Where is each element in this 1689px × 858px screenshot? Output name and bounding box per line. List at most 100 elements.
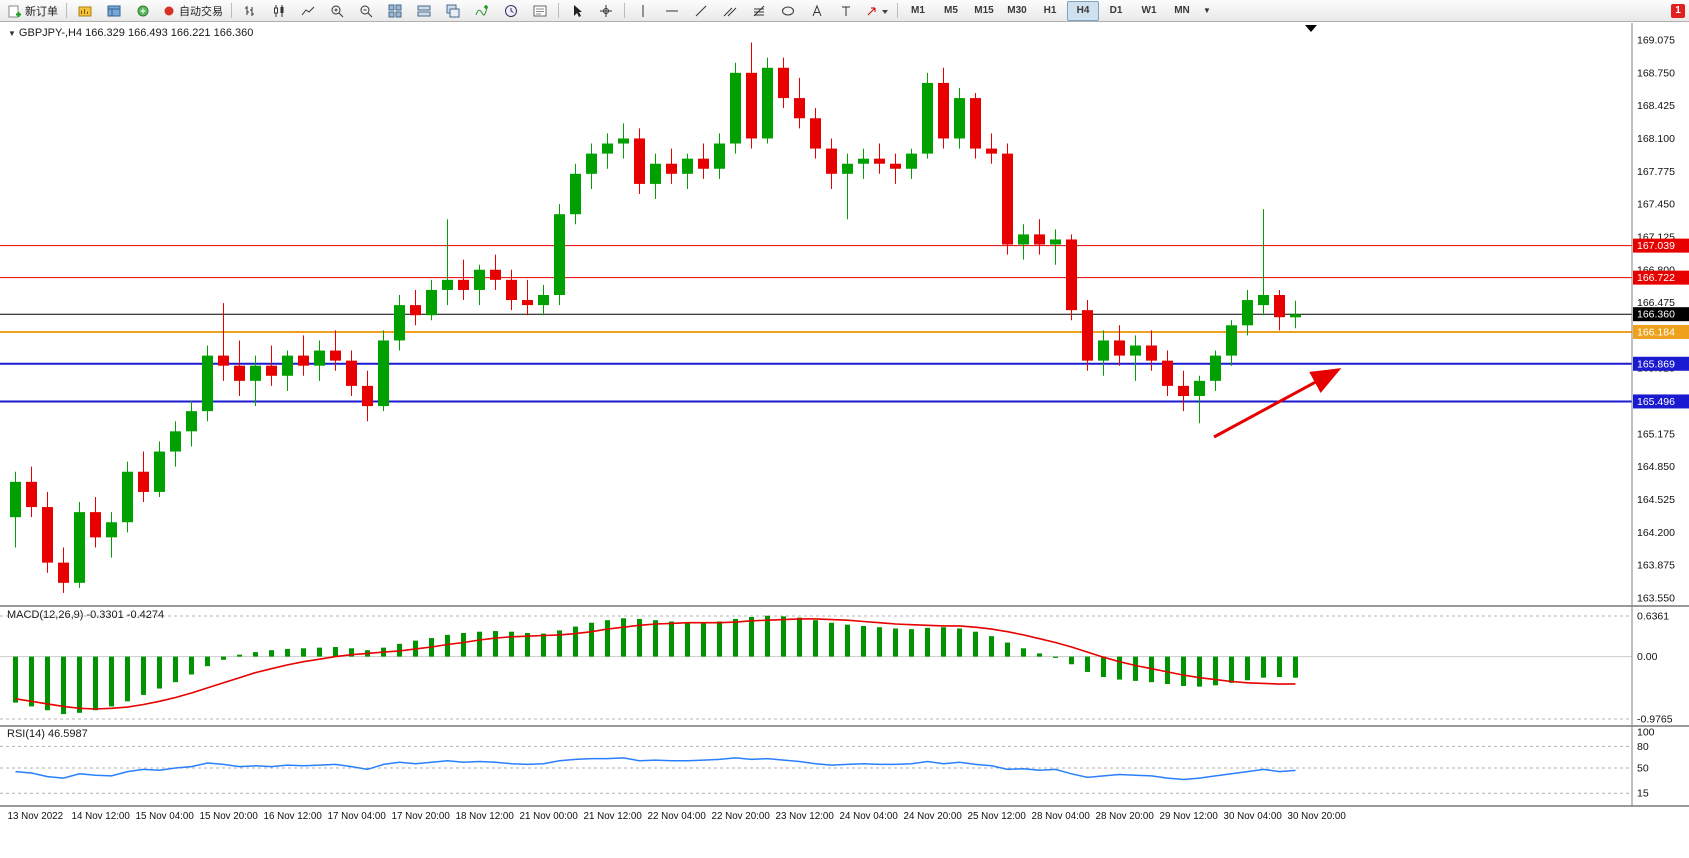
notification-badge[interactable]: 1 [1671, 3, 1685, 18]
time-axis-label: 13 Nov 2022 [8, 811, 64, 822]
macd-bar [941, 627, 946, 657]
arrows-button[interactable] [861, 1, 893, 21]
candle [890, 163, 901, 169]
macd-bar [877, 627, 882, 657]
price-axis-label: 163.875 [1637, 560, 1675, 572]
zoom-out-button[interactable] [352, 1, 380, 21]
timeframe-m30-button[interactable]: M30 [1007, 5, 1027, 16]
macd-bar [141, 656, 146, 695]
macd-bar [893, 628, 898, 657]
time-axis-label: 22 Nov 04:00 [648, 811, 707, 822]
macd-bar [1117, 656, 1122, 680]
toolbar-separator [558, 3, 559, 18]
candle [58, 562, 69, 583]
tile-windows-button[interactable] [381, 1, 409, 21]
toolbar-overflow-icon[interactable]: ▼ [1203, 6, 1211, 15]
trend-arrow[interactable] [1213, 368, 1342, 439]
macd-bar [669, 621, 674, 657]
market-watch-button[interactable] [71, 1, 99, 21]
channel-button[interactable] [716, 1, 744, 21]
line-chart-button[interactable] [294, 1, 322, 21]
auto-trading-button[interactable]: 自动交易 [158, 1, 227, 21]
indicators-button[interactable] [468, 1, 496, 21]
price-tag-label: 165.496 [1637, 396, 1675, 408]
timeframe-m15-button[interactable]: M15 [974, 5, 994, 16]
time-axis-label: 15 Nov 20:00 [200, 811, 259, 822]
candle [1018, 234, 1029, 245]
zoom-in-button[interactable] [323, 1, 351, 21]
macd-bar [349, 648, 354, 657]
macd-bar [93, 656, 98, 711]
candle [442, 279, 453, 290]
macd-bar [925, 627, 930, 657]
fibonacci-button[interactable] [745, 1, 773, 21]
candle [186, 411, 197, 432]
new-order-button[interactable]: 新订单 [4, 1, 62, 21]
macd-bar [589, 622, 594, 657]
timeframe-d1-button[interactable]: D1 [1109, 5, 1123, 16]
candle [1050, 239, 1061, 245]
text-label-button[interactable] [832, 1, 860, 21]
macd-bar [285, 648, 290, 657]
candle [362, 385, 373, 407]
macd-bar [1229, 656, 1234, 683]
indicators-icon [475, 4, 489, 18]
bar-chart-icon [243, 4, 257, 18]
timeframe-h4-button[interactable]: H4 [1067, 0, 1099, 21]
navigator-button[interactable] [129, 1, 157, 21]
arrange-windows-button[interactable] [410, 1, 438, 21]
candle [746, 72, 757, 139]
timeframe-m1-button[interactable]: M1 [911, 5, 925, 16]
periods-button[interactable] [497, 1, 525, 21]
candles-layer [10, 42, 1301, 593]
cursor-icon [570, 4, 584, 18]
horizontal-line-button[interactable] [658, 1, 686, 21]
rsi-axis-label: 50 [1637, 763, 1649, 775]
macd-bar [541, 633, 546, 657]
candle [330, 350, 341, 361]
cascade-windows-icon [446, 4, 460, 18]
macd-bar [813, 620, 818, 657]
candle [970, 98, 981, 149]
timeframe-m5-button[interactable]: M5 [944, 5, 958, 16]
text-button[interactable] [803, 1, 831, 21]
candle [986, 148, 997, 154]
auto-trading-icon [162, 4, 176, 18]
price-tag [1633, 307, 1689, 322]
time-axis-label: 14 Nov 12:00 [72, 811, 131, 822]
macd-bar [1085, 656, 1090, 672]
macd-bar [909, 629, 914, 657]
crosshair-button[interactable] [592, 1, 620, 21]
templates-button[interactable] [526, 1, 554, 21]
time-axis-label: 23 Nov 12:00 [776, 811, 835, 822]
timeframe-h1-button[interactable]: H1 [1043, 5, 1057, 16]
chart-shift-marker[interactable] [1305, 25, 1317, 32]
data-window-button[interactable] [100, 1, 128, 21]
macd-bar [1021, 648, 1026, 657]
toolbar-separator [897, 3, 898, 18]
candle [618, 138, 629, 144]
vertical-line-button[interactable] [629, 1, 657, 21]
text-icon [810, 4, 824, 18]
arrange-windows-icon [417, 4, 431, 18]
zoom-out-icon [359, 4, 373, 18]
candlestick-chart-button[interactable] [265, 1, 293, 21]
shapes-button[interactable] [774, 1, 802, 21]
candle [1114, 340, 1125, 356]
one-click-trading-toggle[interactable]: ▼ [8, 28, 16, 38]
macd-bar [621, 618, 626, 657]
time-axis-label: 22 Nov 20:00 [712, 811, 771, 822]
trendline-button[interactable] [687, 1, 715, 21]
levels-layer[interactable] [0, 245, 1632, 439]
timeframe-mn-button[interactable]: MN [1174, 5, 1190, 16]
axes-layer[interactable]: 169.075 168.750 168.425 168.100 167.775 167.4… [0, 23, 1689, 822]
cursor-button[interactable] [563, 1, 591, 21]
bar-chart-button[interactable] [236, 1, 264, 21]
rsi-label: RSI(14) 46.5987 [7, 728, 88, 740]
time-axis-label: 28 Nov 04:00 [1032, 811, 1091, 822]
price-axis-label: 166.475 [1637, 297, 1675, 309]
timeframe-w1-button[interactable]: W1 [1141, 5, 1157, 16]
cascade-windows-button[interactable] [439, 1, 467, 21]
macd-bar [1069, 656, 1074, 665]
